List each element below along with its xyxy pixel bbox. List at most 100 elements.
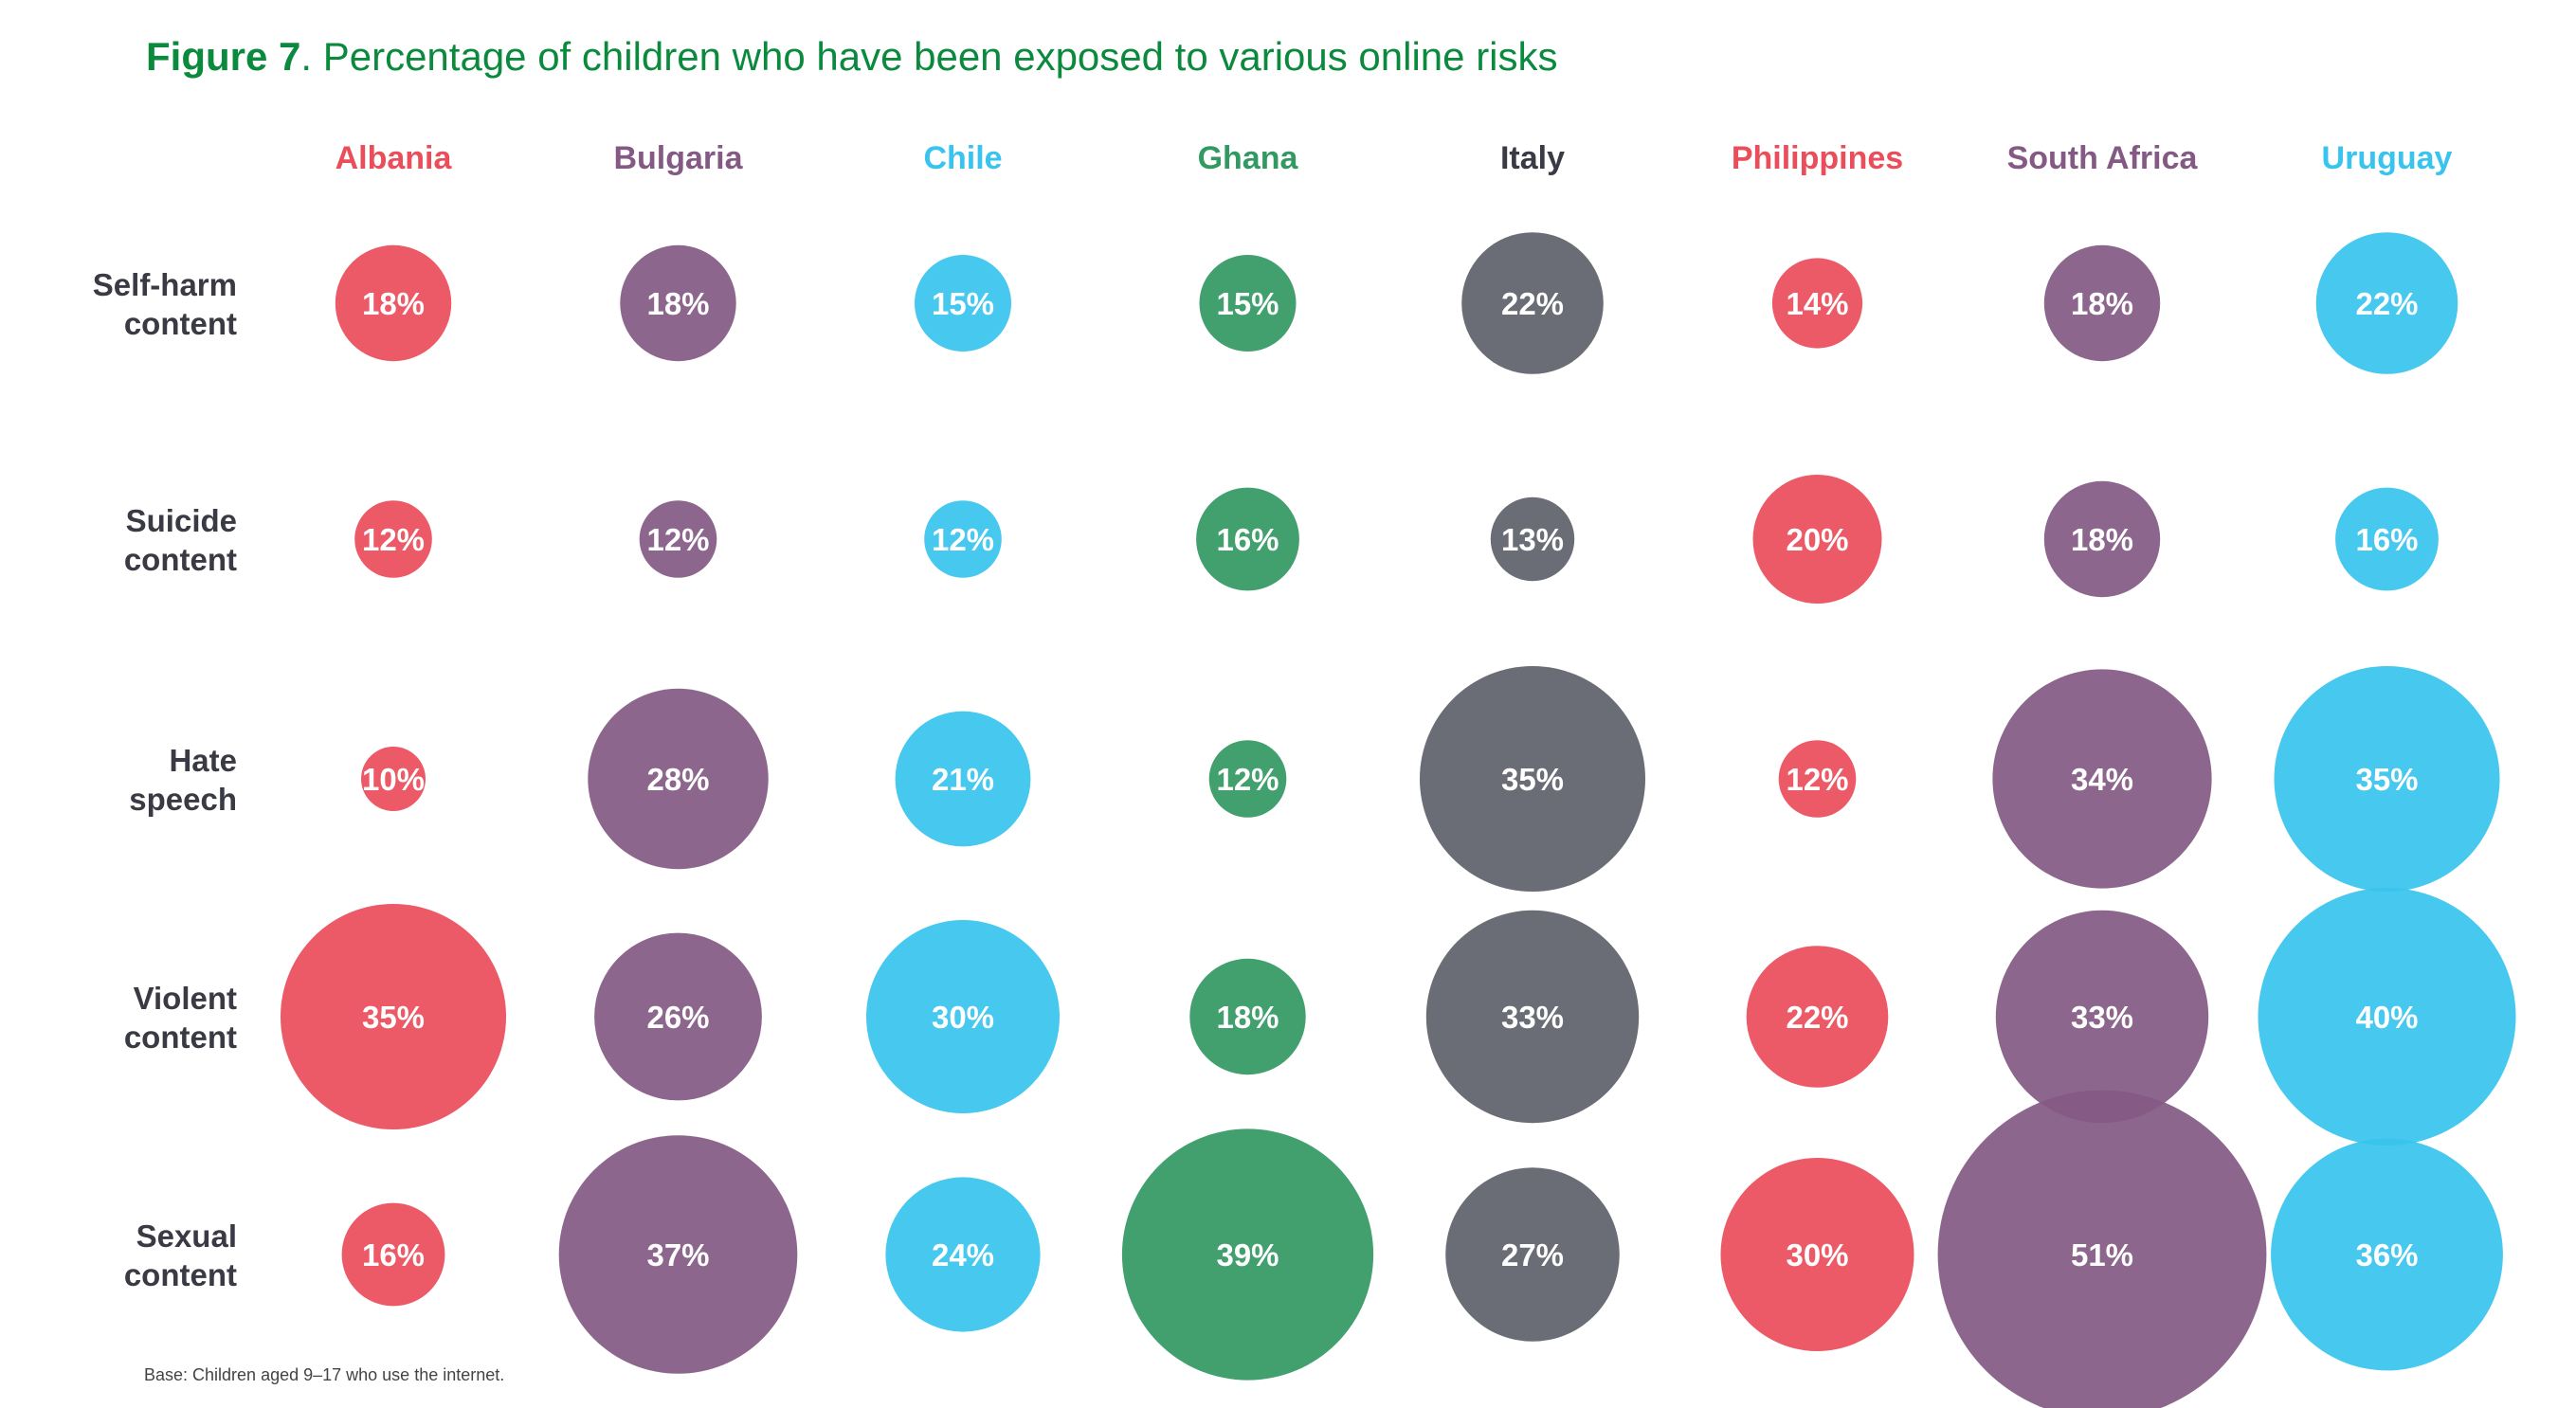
bubble-value-label: 22%: [1501, 286, 1564, 321]
bubble-value-label: 26%: [646, 1000, 709, 1035]
bubble: [2043, 244, 2161, 362]
bubble: [341, 1202, 445, 1307]
bubble: [281, 904, 506, 1129]
bubble-value-label: 14%: [1786, 286, 1848, 321]
bubble: [1445, 1167, 1620, 1342]
country-label-south-africa: South Africa: [2007, 140, 2199, 176]
bubble-value-label: 10%: [362, 762, 425, 797]
bubble-value-label: 12%: [1216, 762, 1279, 797]
bubble-value-label: 33%: [2071, 1000, 2133, 1035]
bubble-value-label: 24%: [932, 1237, 994, 1273]
bubble: [558, 1135, 798, 1374]
bubble-value-label: 36%: [2355, 1237, 2418, 1273]
row-label-hate-speech: Hate speech: [129, 743, 237, 817]
chart-title-prefix: Figure 7: [146, 34, 300, 79]
bubble: [2274, 666, 2500, 892]
row-label-line: Hate: [169, 743, 237, 778]
bubble-value-label: 15%: [1216, 286, 1279, 321]
country-label-italy: Italy: [1500, 140, 1565, 176]
bubble-value-label: 18%: [1216, 1000, 1279, 1035]
bubble: [2335, 487, 2439, 591]
country-label-uruguay: Uruguay: [2322, 140, 2453, 176]
row-label-suicide-content: Suicide content: [124, 503, 237, 577]
bubble-value-label: 35%: [362, 1000, 425, 1035]
bubble-value-label: 28%: [646, 762, 709, 797]
row-label-line: Self-harm: [93, 267, 237, 302]
row-labels: Self-harm content Suicide content Hate speech…: [93, 267, 237, 1292]
bubble: [1420, 666, 1645, 892]
bubble-value-label: 15%: [932, 286, 994, 321]
bubble-value-label: 18%: [2071, 286, 2133, 321]
row-label-line: speech: [129, 782, 237, 817]
bubble: [639, 500, 717, 578]
bubble: [2315, 232, 2458, 374]
chart-title: Figure 7. Percentage of children who hav…: [146, 34, 1558, 79]
bubble-value-label: 22%: [2355, 286, 2418, 321]
bubble: [1208, 740, 1287, 818]
bubble-value-label: 33%: [1501, 1000, 1564, 1035]
row-label-line: Sexual: [136, 1218, 237, 1254]
bubble: [588, 688, 769, 870]
row-label-line: Violent: [134, 981, 237, 1016]
bubble-value-label: 18%: [362, 286, 425, 321]
bubble: [1771, 258, 1863, 349]
bubble: [594, 932, 762, 1101]
row-label-line: content: [124, 1257, 237, 1292]
bubble: [1425, 910, 1640, 1124]
bubble: [1121, 1128, 1374, 1381]
bubble-value-label: 12%: [646, 522, 709, 557]
bubble-value-label: 13%: [1501, 522, 1564, 557]
bubble: [1778, 740, 1857, 818]
bubble: [2043, 480, 2161, 598]
bubble: [924, 500, 1002, 578]
bubble: [1937, 1090, 2267, 1408]
bubble: [1196, 487, 1299, 591]
bubble-value-label: 18%: [646, 286, 709, 321]
row-label-line: content: [124, 1020, 237, 1055]
bubble: [2271, 1138, 2503, 1371]
bubble: [335, 244, 452, 362]
bubble: [2258, 888, 2516, 1146]
bubble: [1995, 910, 2209, 1124]
bubble-value-label: 16%: [1216, 522, 1279, 557]
bubble: [361, 747, 426, 811]
bubble: [1720, 1158, 1914, 1351]
bubble-value-label: 18%: [2071, 522, 2133, 557]
bubble: [895, 711, 1031, 847]
bubble-value-label: 40%: [2355, 1000, 2418, 1035]
bubble-value-label: 35%: [1501, 762, 1564, 797]
bubble-value-label: 51%: [2071, 1237, 2133, 1273]
bubble: [1752, 475, 1882, 604]
bubble-value-label: 34%: [2071, 762, 2133, 797]
bubble-value-label: 21%: [932, 762, 994, 797]
country-label-bulgaria: Bulgaria: [613, 140, 743, 176]
bubble-value-label: 20%: [1786, 522, 1848, 557]
country-labels: Albania Bulgaria Chile Ghana Italy Philippine…: [336, 140, 2453, 176]
country-label-ghana: Ghana: [1198, 140, 1299, 176]
bubble: [1199, 255, 1297, 352]
bubble-value-label: 35%: [2355, 762, 2418, 797]
bubble-value-label: 39%: [1216, 1237, 1279, 1273]
bubble: [915, 255, 1011, 352]
bubble-value-label: 16%: [2355, 522, 2418, 557]
bubble: [866, 920, 1060, 1113]
row-label-sexual-content: Sexual content: [124, 1218, 237, 1292]
bubble-value-label: 12%: [362, 522, 425, 557]
bubble-value-label: 30%: [1786, 1237, 1848, 1273]
bubble-value-label: 12%: [1786, 762, 1848, 797]
country-label-albania: Albania: [336, 140, 453, 176]
bubble: [885, 1177, 1041, 1332]
bubble-value-label: 22%: [1786, 1000, 1848, 1035]
row-label-violent-content: Violent content: [124, 981, 237, 1055]
bubble: [1992, 669, 2212, 889]
bubble: [1461, 232, 1604, 374]
bubble: [620, 244, 736, 362]
bubble-value-label: 37%: [646, 1237, 709, 1273]
row-label-line: content: [124, 306, 237, 341]
footnote: Base: Children aged 9–17 who use the int…: [144, 1365, 504, 1384]
bubble: [1189, 958, 1306, 1075]
bubble-value-label: 16%: [362, 1237, 425, 1273]
row-label-self-harm-content: Self-harm content: [93, 267, 237, 341]
bubbles: 18% 18% 15% 15% 22% 14% 18% 22% 12% 12% 12% 16% 13% 2…: [281, 232, 2516, 1408]
